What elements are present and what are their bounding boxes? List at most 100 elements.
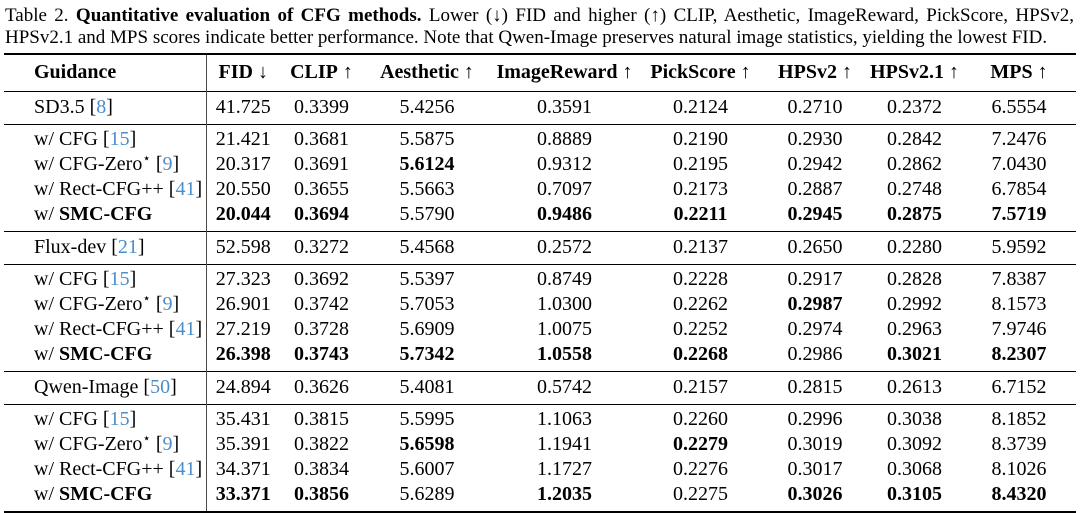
- metric-cell: 34.371: [205, 457, 280, 482]
- table-caption: Table 2. Quantitative evaluation of CFG …: [0, 0, 1080, 48]
- metric-value: 5.7053: [399, 293, 455, 315]
- metric-cell: 0.3856: [280, 482, 363, 512]
- metric-cell: 5.4568: [363, 232, 491, 265]
- metric-cell: 0.3272: [280, 232, 363, 265]
- column-header-clip: CLIP ↑: [280, 54, 363, 92]
- method-name: CFG-Zero: [59, 293, 143, 315]
- metric-cell: 0.2875: [867, 202, 962, 232]
- method-name: Rect-CFG++: [59, 458, 164, 480]
- metric-cell: 0.2613: [867, 372, 962, 405]
- citation-link[interactable]: 41: [175, 458, 196, 480]
- metric-value: 0.2650: [787, 236, 843, 258]
- metric-cell: 5.6007: [363, 457, 491, 482]
- table-row: w/ Rect-CFG++ [41] 34.371 0.3834 5.6007 1.17…: [4, 457, 1076, 482]
- column-label: PickScore: [650, 61, 736, 83]
- metric-value: 0.3019: [787, 433, 843, 455]
- metric-cell: 8.1026: [962, 457, 1076, 482]
- metric-cell: 0.2157: [638, 372, 763, 405]
- metric-cell: 0.3399: [280, 92, 363, 125]
- metric-cell: 8.2307: [962, 342, 1076, 372]
- metric-value: 0.8749: [537, 268, 592, 290]
- metric-value: 0.2195: [673, 153, 728, 175]
- citation-link[interactable]: 9: [162, 433, 173, 455]
- column-label: ImageReward: [496, 61, 618, 83]
- metric-value: 0.3743: [294, 343, 349, 365]
- metric-value: 6.7152: [991, 376, 1047, 398]
- metric-value: 27.219: [215, 318, 271, 340]
- metric-cell: 7.2476: [962, 125, 1076, 153]
- metric-cell: 0.2930: [763, 125, 867, 153]
- citation-link[interactable]: 8: [96, 96, 107, 118]
- metric-value: 0.2887: [787, 178, 843, 200]
- metric-cell: 0.2887: [763, 177, 867, 202]
- metric-value: 0.2942: [787, 153, 843, 175]
- citation-link[interactable]: 15: [109, 408, 130, 430]
- metric-value: 41.725: [215, 96, 271, 118]
- metric-value: 0.2572: [537, 236, 592, 258]
- metric-cell: 0.3026: [763, 482, 867, 512]
- table-row: w/ CFG-Zero⋆ [9] 20.317 0.3691 5.6124 0.9312…: [4, 151, 1076, 177]
- metric-cell: 8.4320: [962, 482, 1076, 512]
- table-row: w/ SMC-CFG 26.398 0.3743 5.7342 1.0558 0.2268…: [4, 342, 1076, 372]
- column-label: FID: [218, 61, 253, 83]
- metric-cell: 6.5554: [962, 92, 1076, 125]
- caption-title: Quantitative evaluation of CFG methods.: [75, 5, 422, 26]
- metric-cell: 0.2372: [867, 92, 962, 125]
- citation-link[interactable]: 9: [162, 293, 173, 315]
- table-row: w/ SMC-CFG 33.371 0.3856 5.6289 1.2035 0.2275…: [4, 482, 1076, 512]
- metric-cell: 5.4081: [363, 372, 491, 405]
- metric-value: 0.5742: [537, 376, 592, 398]
- metric-cell: 1.1941: [491, 432, 638, 457]
- metric-cell: 8.1852: [962, 405, 1076, 433]
- guidance-cell: w/ Rect-CFG++ [41]: [34, 458, 203, 480]
- metric-value: 0.9312: [537, 153, 592, 175]
- metric-value: 0.2992: [887, 293, 942, 315]
- metric-value: 0.2228: [673, 268, 728, 290]
- guidance-cell: w/ CFG [15]: [34, 128, 137, 150]
- citation-link[interactable]: 50: [150, 376, 171, 398]
- metric-cell: 20.317: [205, 152, 280, 177]
- metric-cell: 0.3017: [763, 457, 867, 482]
- metric-value: 5.6909: [399, 318, 455, 340]
- table-header: Guidance FID ↓ CLIP ↑ Aesthetic ↑ ImageRewar…: [4, 54, 1076, 92]
- citation-link[interactable]: 41: [175, 318, 196, 340]
- metric-value: 0.2987: [787, 293, 843, 315]
- metric-cell: 0.2195: [638, 152, 763, 177]
- citation-link[interactable]: 15: [109, 268, 130, 290]
- metric-cell: 7.0430: [962, 152, 1076, 177]
- metric-value: 6.7854: [991, 178, 1047, 200]
- metric-value: 0.3728: [294, 318, 349, 340]
- metric-cell: 5.6598: [363, 432, 491, 457]
- metric-value: 1.1063: [537, 408, 592, 430]
- metric-value: 0.7097: [537, 178, 592, 200]
- metric-cell: 0.7097: [491, 177, 638, 202]
- guidance-cell: w/ SMC-CFG: [34, 483, 153, 505]
- metric-cell: 0.2268: [638, 342, 763, 372]
- method-row-group: w/ CFG [15] 21.421 0.3681 5.5875 0.8889 0.219…: [4, 124, 1076, 232]
- metric-value: 5.7342: [399, 343, 455, 365]
- higher-better-arrow-icon: ↑: [337, 61, 353, 83]
- metric-cell: 0.2974: [763, 317, 867, 342]
- column-label: HPSv2: [778, 61, 837, 83]
- metric-cell: 0.3822: [280, 432, 363, 457]
- metric-value: 21.421: [215, 128, 271, 150]
- column-label: HPSv2.1: [870, 61, 944, 83]
- metric-cell: 41.725: [205, 91, 280, 125]
- model-row-group: Qwen-Image [50] 24.894 0.3626 5.4081 0.5742 0…: [4, 371, 1076, 405]
- guidance-cell: SD3.5 [8]: [34, 96, 113, 118]
- column-header-aesthetic: Aesthetic ↑: [363, 54, 491, 92]
- citation-link[interactable]: 15: [109, 128, 130, 150]
- metric-value: 0.2211: [673, 203, 728, 225]
- citation-link[interactable]: 21: [117, 236, 138, 258]
- citation-link[interactable]: 9: [162, 153, 173, 175]
- metric-value: 0.2276: [673, 458, 728, 480]
- method-name: SMC-CFG: [59, 483, 153, 505]
- header-row: Guidance FID ↓ CLIP ↑ Aesthetic ↑ ImageRewar…: [4, 54, 1076, 92]
- citation-link[interactable]: 41: [175, 178, 196, 200]
- metric-value: 0.2963: [887, 318, 942, 340]
- metric-value: 1.1727: [537, 458, 592, 480]
- method-name: Rect-CFG++: [59, 178, 164, 200]
- model-row-group: SD3.5 [8] 41.725 0.3399 5.4256 0.3591 0.2124 0…: [4, 91, 1076, 125]
- metric-cell: 0.2945: [763, 202, 867, 232]
- metric-value: 20.550: [215, 178, 271, 200]
